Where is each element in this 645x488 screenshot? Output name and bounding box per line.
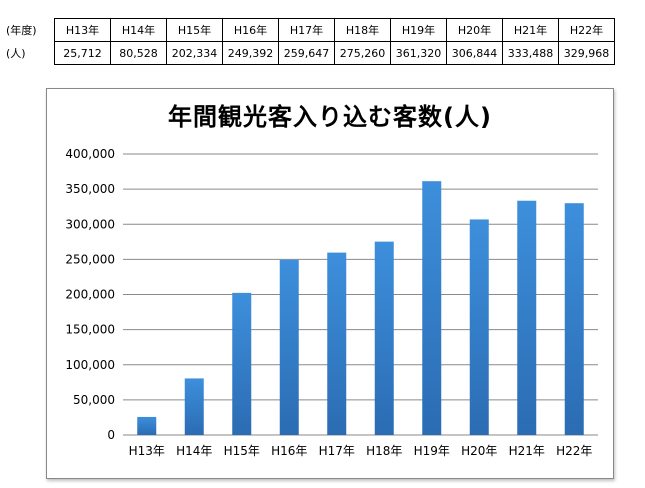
y-tick-label: 350,000 xyxy=(65,182,115,196)
bar-H16年 xyxy=(279,259,299,435)
table-cell-year: H20年 xyxy=(446,18,503,42)
table-row-years: (年度) H13年 H14年 H15年 H16年 H17年 H18年 H19年 … xyxy=(4,18,615,42)
row-header-year: (年度) xyxy=(6,24,37,37)
y-tick-label: 200,000 xyxy=(65,288,115,302)
table-cell-count: 361,320 xyxy=(390,41,447,65)
bar-H22年 xyxy=(564,203,584,435)
chart-frame: 年間観光客入り込む客数(人) 0 50,000 100,000 150,000 200,… xyxy=(46,88,614,479)
x-tick-label: H20年 xyxy=(461,444,497,458)
x-tick-label: H16年 xyxy=(271,444,307,458)
x-tick-label: H14年 xyxy=(176,444,212,458)
y-tick-label: 400,000 xyxy=(65,147,115,161)
bars xyxy=(137,181,584,435)
x-tick-label: H19年 xyxy=(414,444,450,458)
x-tick-label: H17年 xyxy=(319,444,355,458)
table-row-counts: (人) 25,712 80,528 202,334 249,392 259,64… xyxy=(4,41,615,65)
y-tick-label: 300,000 xyxy=(65,217,115,231)
table-cell-count: 333,488 xyxy=(502,41,559,65)
bar-H18年 xyxy=(374,241,394,435)
table-cell-year: H14年 xyxy=(110,18,167,42)
x-tick-label: H21年 xyxy=(509,444,545,458)
table-cell-year: H22年 xyxy=(558,18,615,42)
x-axis-tick-labels: H13年 H14年 H15年 H16年 H17年 H18年 H19年 H20年 H21年 H22年 xyxy=(129,444,593,458)
table-cell-count: 259,647 xyxy=(278,41,335,65)
table-cell-year: H15年 xyxy=(166,18,223,42)
y-tick-label: 100,000 xyxy=(65,358,115,372)
bar-H17年 xyxy=(327,252,347,435)
x-tick-label: H22年 xyxy=(556,444,592,458)
bar-H13年 xyxy=(137,416,157,435)
y-tick-label: 250,000 xyxy=(65,252,115,266)
table-cell-year: H21年 xyxy=(502,18,559,42)
bar-H15年 xyxy=(232,292,252,435)
data-table: (年度) H13年 H14年 H15年 H16年 H17年 H18年 H19年 … xyxy=(4,18,615,65)
table-cell-count: 329,968 xyxy=(558,41,615,65)
bar-H21年 xyxy=(517,200,537,435)
table-cell-count: 202,334 xyxy=(166,41,223,65)
y-tick-label: 0 xyxy=(107,428,115,442)
bar-H19年 xyxy=(422,181,442,435)
table-cell-count: 80,528 xyxy=(110,41,167,65)
bar-H14年 xyxy=(184,378,204,435)
table-cell-count: 275,260 xyxy=(334,41,391,65)
table-cell-year: H17年 xyxy=(278,18,335,42)
table-cell-year: H16年 xyxy=(222,18,279,42)
x-tick-label: H18年 xyxy=(366,444,402,458)
table-cell-count: 249,392 xyxy=(222,41,279,65)
chart-title: 年間観光客入り込む客数(人) xyxy=(168,103,492,131)
table-cell-count: 25,712 xyxy=(54,41,111,65)
x-tick-label: H15年 xyxy=(224,444,260,458)
table-cell-year: H19年 xyxy=(390,18,447,42)
table-cell-year: H18年 xyxy=(334,18,391,42)
y-tick-label: 50,000 xyxy=(73,393,115,407)
y-tick-label: 150,000 xyxy=(65,323,115,337)
table-cell-count: 306,844 xyxy=(446,41,503,65)
y-axis-tick-labels: 0 50,000 100,000 150,000 200,000 250,000 300,0… xyxy=(65,147,115,442)
x-tick-label: H13年 xyxy=(129,444,165,458)
row-header-people: (人) xyxy=(6,47,26,60)
table-cell-year: H13年 xyxy=(54,18,111,42)
bar-H20年 xyxy=(469,219,489,435)
bar-chart: 0 50,000 100,000 150,000 200,000 250,000 300,0… xyxy=(65,147,598,458)
